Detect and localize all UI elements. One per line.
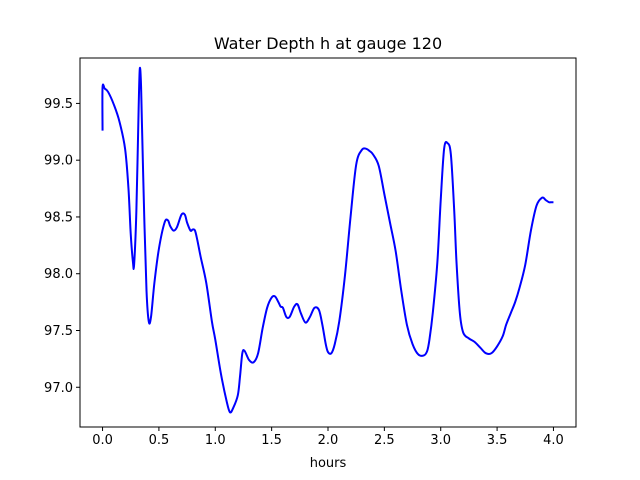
y-tick-label: 98.5 (44, 210, 73, 225)
chart-title: Water Depth h at gauge 120 (214, 34, 442, 53)
plot-area (101, 66, 554, 414)
x-tick-label: 3.0 (430, 433, 451, 448)
x-axis-ticks: 0.0 0.5 1.0 1.5 2.0 2.5 3.0 3.5 4.0 (92, 427, 564, 448)
x-tick-label: 2.0 (318, 433, 339, 448)
series-line (101, 66, 554, 414)
x-tick-label: 3.5 (487, 433, 508, 448)
y-tick-label: 97.0 (44, 381, 73, 396)
x-tick-label: 0.0 (92, 433, 113, 448)
x-tick-label: 2.5 (374, 433, 395, 448)
y-tick-label: 99.5 (44, 97, 73, 112)
axes-frame (79, 57, 577, 428)
y-tick-label: 98.0 (44, 267, 73, 282)
x-tick-label: 4.0 (543, 433, 564, 448)
y-tick-label: 97.5 (44, 324, 73, 339)
x-tick-label: 0.5 (149, 433, 170, 448)
x-axis-label: hours (310, 456, 347, 471)
y-axis-ticks: 97.0 97.5 98.0 98.5 99.0 99.5 (44, 97, 80, 396)
x-tick-label: 1.0 (205, 433, 226, 448)
x-tick-label: 1.5 (261, 433, 282, 448)
y-tick-label: 99.0 (44, 154, 73, 169)
